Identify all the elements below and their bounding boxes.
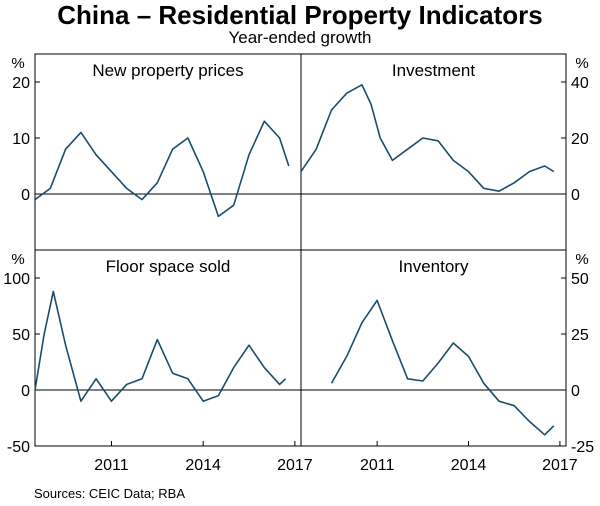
x-tick-label: 2017 [542, 457, 578, 474]
y-tick-label: 20 [571, 131, 589, 148]
y-tick-label: 50 [12, 327, 30, 344]
y-tick-label: 10 [12, 131, 30, 148]
y-tick-label: 50 [571, 271, 589, 288]
x-tick-label: 2011 [360, 457, 395, 474]
unit-label: % [11, 55, 24, 72]
series-line-4 [330, 299, 555, 436]
unit-label: % [575, 55, 588, 72]
axes [35, 81, 566, 447]
y-tick-label: 0 [21, 383, 30, 400]
y-tick-label: -50 [7, 439, 30, 456]
unit-label: % [11, 251, 24, 268]
y-tick-label: 40 [571, 75, 589, 92]
x-tick-label: 2014 [185, 457, 221, 474]
panel-title: Floor space sold [106, 257, 231, 276]
chart-title: China – Residential Property Indicators [57, 0, 543, 30]
series-line-1 [34, 120, 290, 218]
y-tick-label: 25 [571, 327, 589, 344]
panel-title: Inventory [399, 257, 469, 276]
chart-frame [34, 53, 567, 447]
panel-title: Investment [392, 61, 475, 80]
series-line-2 [300, 84, 555, 192]
x-tick-label: 2014 [451, 457, 487, 474]
y-tick-label: -25 [571, 439, 594, 456]
x-tick-label: 2011 [94, 457, 129, 474]
y-tick-label: 100 [3, 271, 30, 288]
y-tick-label: 0 [571, 383, 580, 400]
source-note: Sources: CEIC Data; RBA [34, 486, 185, 501]
unit-label: % [575, 251, 588, 268]
y-tick-label: 0 [571, 187, 580, 204]
chart-subtitle: Year-ended growth [228, 28, 372, 47]
x-tick-label: 2017 [277, 457, 313, 474]
series-lines [34, 84, 555, 436]
series-line-3 [34, 290, 287, 403]
y-tick-label: 0 [21, 187, 30, 204]
y-tick-label: 20 [12, 75, 30, 92]
panel-title: New property prices [92, 61, 243, 80]
